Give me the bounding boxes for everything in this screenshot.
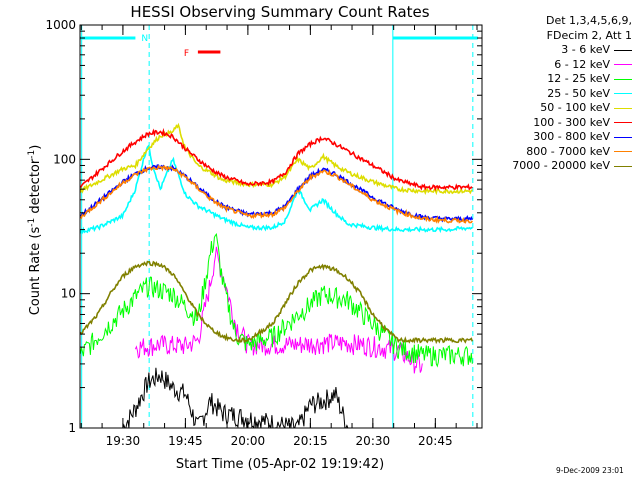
legend-swatch bbox=[614, 93, 632, 95]
y-tick-label-1: 10 bbox=[61, 287, 76, 301]
legend-label: 100 - 300 keV bbox=[533, 115, 610, 129]
legend-label: 50 - 100 keV bbox=[540, 101, 610, 114]
annotation-label-N: N bbox=[141, 34, 148, 44]
x-tick-label-2: 20:00 bbox=[231, 434, 266, 448]
legend-header-line-1: Det 1,3,4,5,6,9, bbox=[545, 14, 632, 27]
legend-entry: 6 - 12 keV bbox=[480, 58, 632, 73]
y-tick-label-0: 1 bbox=[68, 421, 76, 435]
y-axis-label-sup2: -1 bbox=[27, 150, 37, 159]
series-line-6-12keV bbox=[134, 246, 423, 374]
legend-swatch bbox=[614, 165, 632, 167]
plot-area: NF bbox=[80, 25, 478, 428]
y-axis-label-mid: detector bbox=[28, 158, 43, 218]
series-line-800-7000keV bbox=[80, 164, 473, 224]
legend-label: 300 - 800 keV bbox=[533, 130, 610, 143]
x-axis-label: Start Time (05-Apr-02 19:19:42) bbox=[176, 457, 384, 472]
legend-swatch bbox=[614, 136, 632, 138]
chart-title: HESSI Observing Summary Count Rates bbox=[130, 3, 429, 21]
legend-swatch bbox=[614, 122, 632, 124]
legend-entry: 300 - 800 keV bbox=[480, 130, 632, 145]
x-tick-label-5: 20:45 bbox=[418, 434, 453, 448]
y-tick-label-2: 100 bbox=[53, 152, 76, 166]
x-tick-label-1: 19:45 bbox=[168, 434, 203, 448]
legend-entries: 3 - 6 keV 6 - 12 keV 12 - 25 keV 25 - 50 ke… bbox=[480, 43, 632, 174]
axes: 1 10 100 1000 19:30 19:45 20:00 20:15 20:30 20:45 bbox=[45, 18, 483, 448]
legend-label: 3 - 6 keV bbox=[561, 43, 610, 56]
plot-frame bbox=[79, 24, 483, 429]
y-axis-label-main: Count Rate (s bbox=[28, 227, 43, 316]
series-line-100-300keV bbox=[80, 127, 473, 192]
legend-entry: 100 - 300 keV bbox=[480, 116, 632, 131]
y-axis-label-end: ) bbox=[28, 145, 43, 150]
legend-swatch bbox=[614, 78, 632, 80]
legend-entry: 3 - 6 keV bbox=[480, 43, 632, 58]
annotation-label-F: F bbox=[184, 49, 189, 59]
legend-entry: 25 - 50 keV bbox=[480, 87, 632, 102]
y-tick-label-3: 1000 bbox=[45, 18, 76, 32]
series-line-12-25keV bbox=[80, 233, 473, 368]
legend-swatch bbox=[614, 151, 632, 153]
legend-swatch bbox=[614, 107, 632, 109]
legend-label: 25 - 50 keV bbox=[547, 86, 610, 100]
legend-swatch bbox=[614, 64, 632, 66]
legend-label: 7000 - 20000 keV bbox=[512, 159, 610, 172]
legend-entry: 800 - 7000 keV bbox=[480, 145, 632, 160]
legend-entry: 50 - 100 keV bbox=[480, 101, 632, 116]
timestamp: 9-Dec-2009 23:01 bbox=[556, 466, 624, 475]
x-tick-label-0: 19:30 bbox=[106, 434, 141, 448]
legend-label: 6 - 12 keV bbox=[554, 57, 610, 71]
legend-header-line-2: FDecim 2, Att 1 bbox=[546, 28, 632, 42]
y-axis-label: Count Rate (s-1 detector-1) bbox=[27, 145, 43, 316]
series-line-3-6keV bbox=[122, 367, 349, 428]
legend: Det 1,3,4,5,6,9, FDecim 2, Att 1 3 - 6 k… bbox=[480, 14, 632, 174]
x-tick-label-4: 20:30 bbox=[356, 434, 391, 448]
legend-label: 12 - 25 keV bbox=[547, 72, 610, 85]
series-line-50-100keV bbox=[80, 122, 473, 196]
y-axis-label-sup1: -1 bbox=[27, 218, 37, 227]
legend-swatch bbox=[614, 49, 632, 51]
legend-label: 800 - 7000 keV bbox=[526, 144, 610, 158]
series-line-7000-20000keV bbox=[80, 260, 474, 345]
legend-entry: 7000 - 20000 keV bbox=[480, 159, 632, 174]
legend-entry: 12 - 25 keV bbox=[480, 72, 632, 87]
x-tick-label-3: 20:15 bbox=[293, 434, 328, 448]
